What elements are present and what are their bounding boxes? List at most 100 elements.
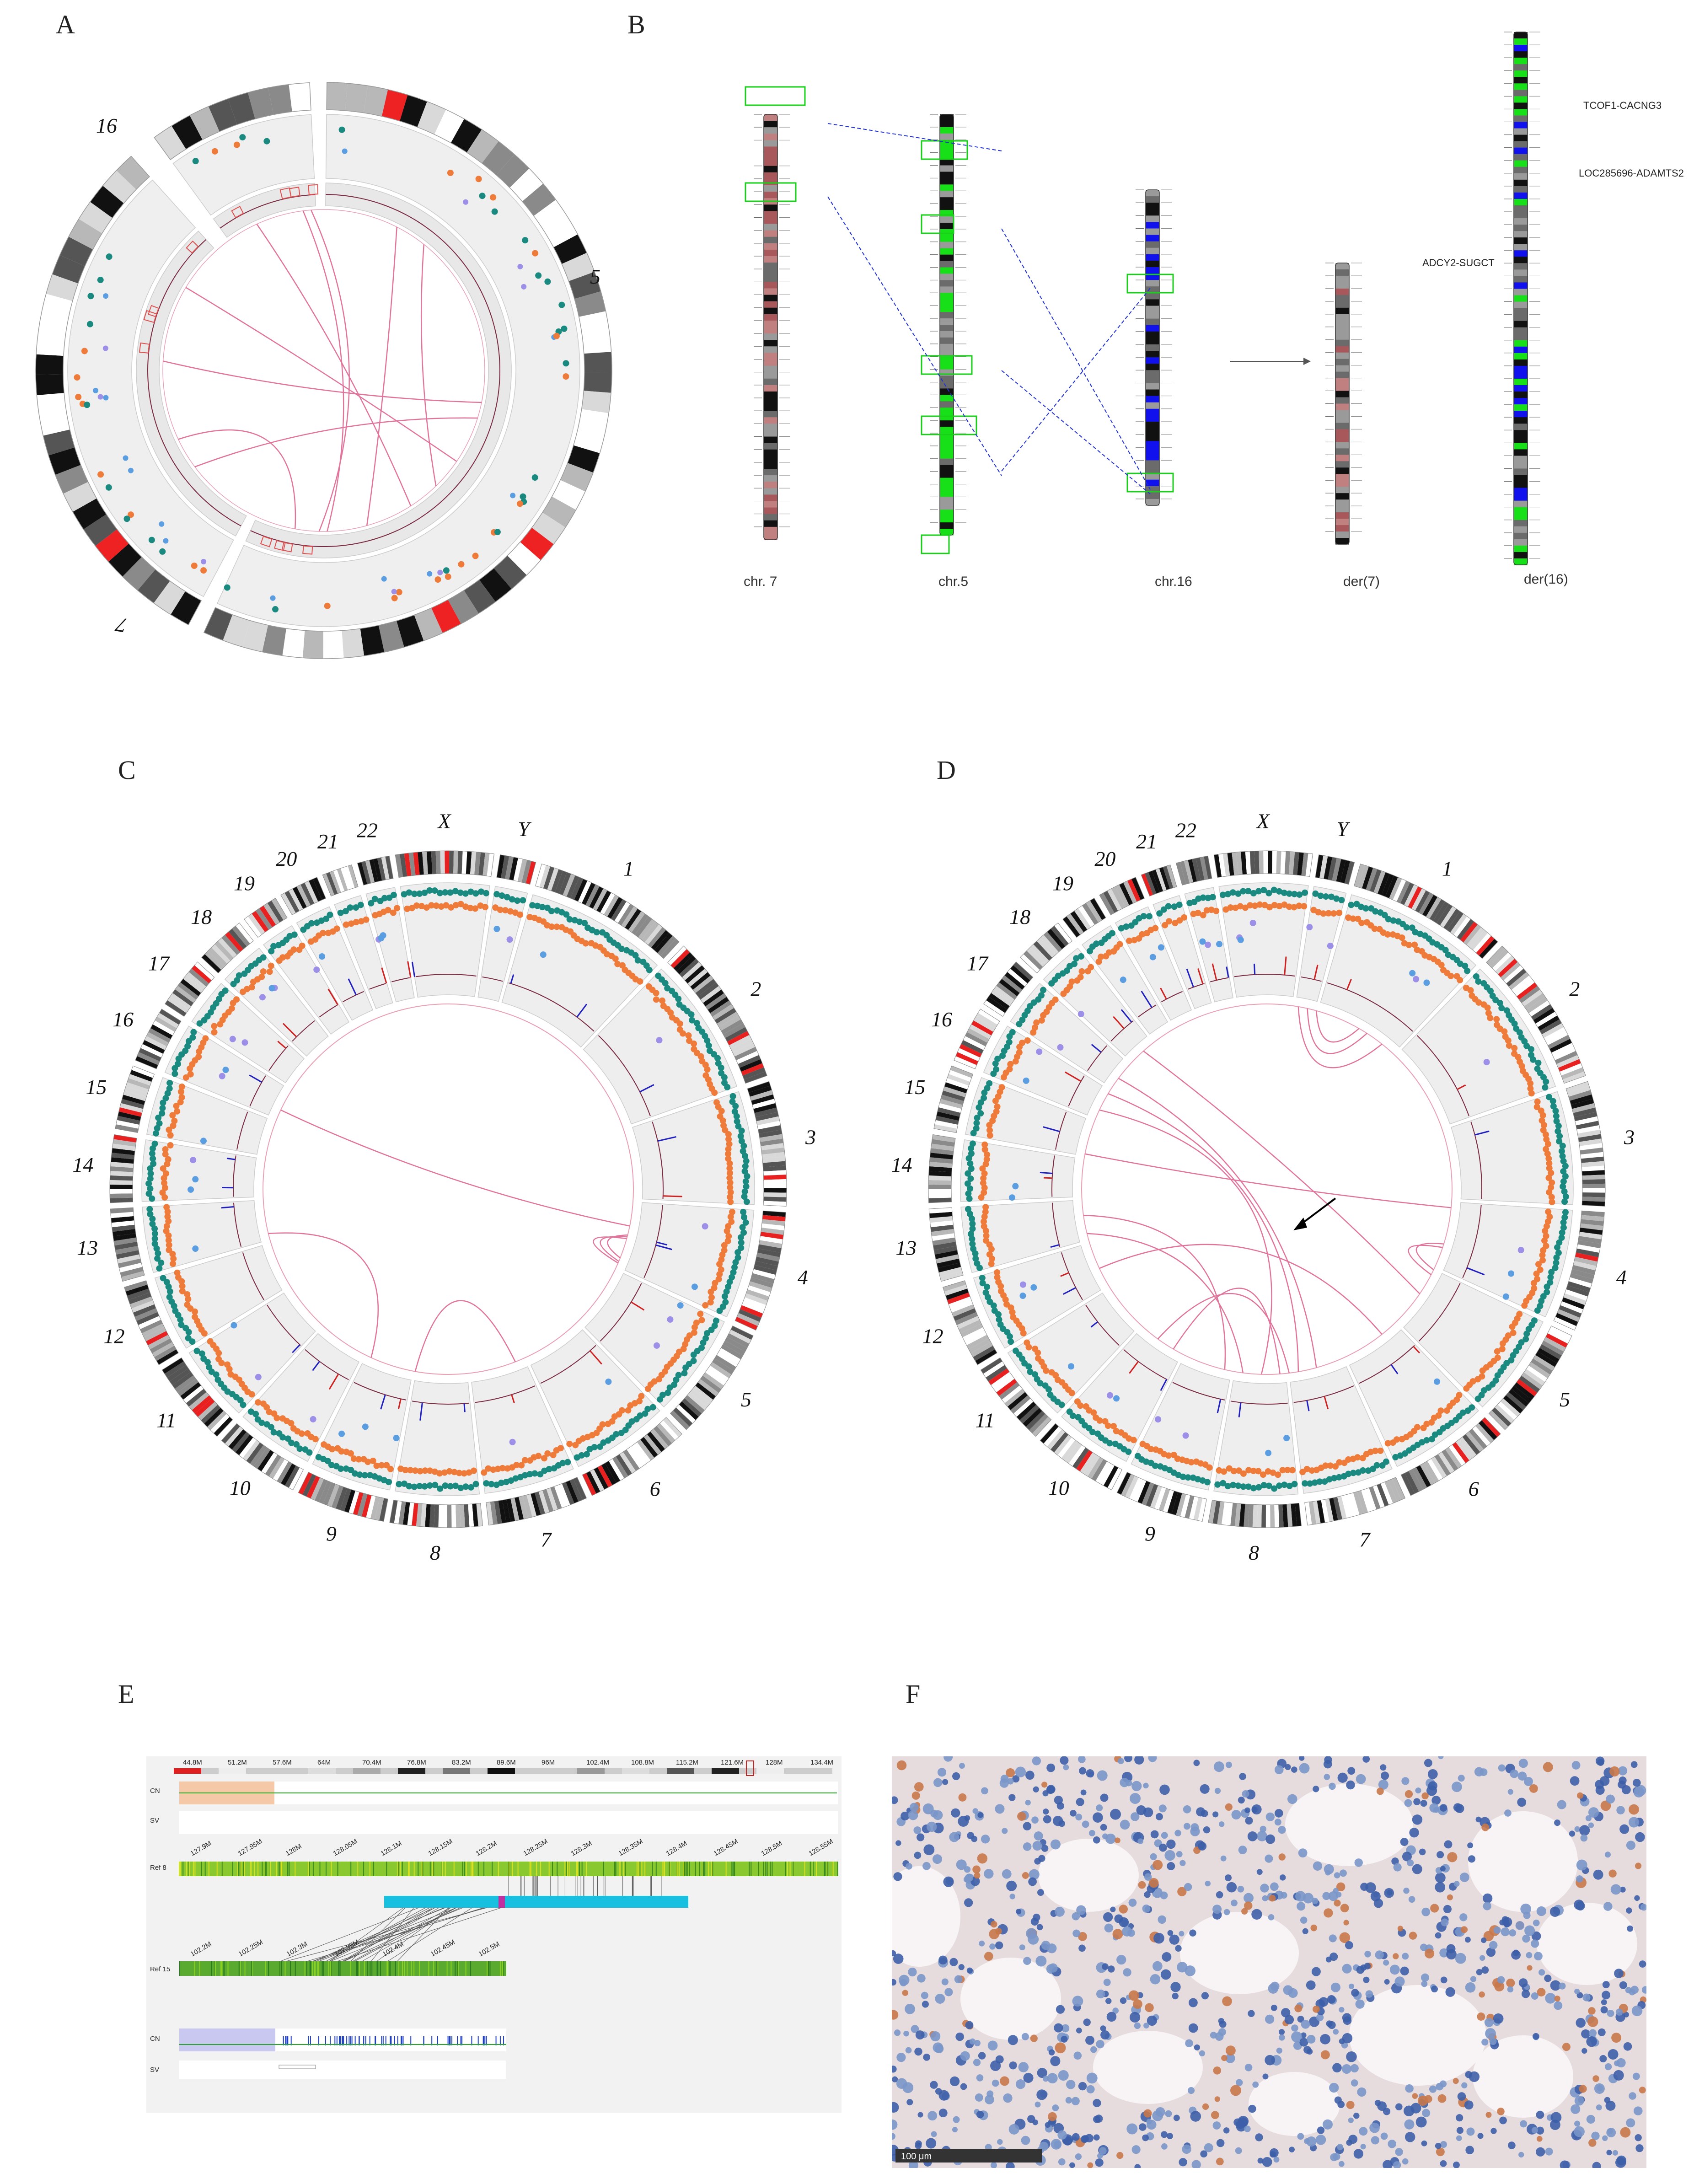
snv-dot-orange (1359, 1454, 1366, 1461)
snv-dot-orange (466, 1469, 472, 1476)
ideogram-band (522, 1495, 532, 1519)
cell-nucleus (1403, 2105, 1415, 2117)
snv-dot-teal (172, 1070, 178, 1077)
snv-dot-orange (227, 1371, 234, 1378)
ideogram-band (373, 858, 382, 882)
cell-nucleus (1518, 1759, 1528, 1768)
highlight-box (745, 86, 806, 106)
ideogram-band (1511, 975, 1532, 993)
ideogram-band (553, 234, 587, 264)
ideogram-band (127, 1078, 150, 1089)
snv-dot-orange (1296, 902, 1303, 909)
cytoband (712, 1768, 739, 1774)
snv-dot-orange (1542, 1131, 1549, 1138)
cell-nucleus (1536, 2110, 1544, 2119)
cell-nucleus (1413, 1798, 1421, 1805)
snv-dot-teal (1134, 1453, 1141, 1460)
ideogram-outline (1565, 1081, 1606, 1207)
ideogram-band (252, 911, 269, 933)
ideogram-band (510, 1497, 520, 1521)
chromosome-band (940, 408, 954, 414)
cell-nucleus (1595, 1780, 1604, 1789)
snv-dot-teal (432, 1481, 439, 1488)
snv-dot (148, 537, 155, 543)
cn-spike (511, 1394, 515, 1403)
snv-dot-teal (1276, 1482, 1283, 1489)
indel-dot (200, 1138, 207, 1144)
cell-nucleus (903, 2030, 909, 2037)
ideogram-band (566, 1480, 579, 1503)
ideogram-band (759, 1134, 783, 1142)
cell-nucleus (1401, 1777, 1410, 1785)
ideogram-band (761, 1223, 785, 1231)
ideogram-band (228, 92, 255, 125)
snv-dot-teal (1013, 1347, 1019, 1354)
snv-dot-teal (1372, 908, 1379, 915)
ideogram-band (1304, 1502, 1312, 1525)
snv-dot-teal (1291, 891, 1298, 897)
cell-nucleus (984, 1869, 994, 1879)
chromosome-band (940, 318, 954, 325)
cell-nucleus (985, 2094, 994, 2104)
ideogram-band (366, 1495, 376, 1519)
ideogram-band (1445, 1447, 1462, 1469)
snv-dot (192, 158, 199, 165)
snv-dot-orange (353, 919, 359, 926)
ideogram-band (121, 1099, 145, 1109)
highlight-box (745, 182, 797, 202)
cell-nucleus (1375, 1950, 1384, 1959)
ideogram-band (1372, 1485, 1385, 1508)
snv-dot-teal (493, 891, 500, 898)
snv-dot-teal (657, 1396, 664, 1403)
chr-label-7: 7 (113, 612, 129, 638)
ideogram-band (928, 1170, 952, 1176)
ideogram-band (959, 1320, 981, 1333)
cell-nucleus (1148, 1878, 1159, 1888)
ideogram-band (574, 291, 606, 317)
ideogram-chr7 (763, 114, 778, 540)
snv-dot-teal (581, 920, 588, 927)
cell-nucleus (1063, 1764, 1069, 1771)
snv-dot-orange (1539, 1257, 1546, 1264)
snv-dot-teal (1190, 1474, 1196, 1481)
cell-nucleus (1097, 1770, 1108, 1781)
ideogram-band (239, 1437, 257, 1458)
cell-nucleus (1000, 2076, 1009, 2086)
cell-nucleus (1435, 1882, 1446, 1893)
cell-nucleus (1489, 2038, 1497, 2045)
cell-nucleus (1497, 2108, 1505, 2115)
cell-nucleus (1096, 1804, 1103, 1812)
sv-link (302, 210, 344, 532)
cn-segment-box (289, 187, 300, 198)
ideogram-band (1301, 853, 1308, 876)
cn-segment-box (274, 540, 286, 551)
snv-dot-teal (704, 1330, 711, 1336)
cn-spike (1466, 1267, 1485, 1276)
chr-label: 10 (230, 1476, 251, 1499)
ideogram-band (1340, 860, 1351, 884)
snv-dot-orange (981, 1141, 988, 1148)
ideogram-band (700, 986, 722, 1003)
ideogram-band (448, 590, 479, 624)
cell-nucleus (1169, 1934, 1179, 1945)
chromosome-band (1335, 429, 1349, 436)
ideogram-band (712, 1358, 734, 1375)
cell-nucleus (984, 1952, 993, 1961)
snv-dot-teal (969, 1240, 976, 1247)
snv-dot-orange (1509, 1323, 1516, 1330)
cell-nucleus (1427, 1769, 1438, 1779)
cell-nucleus (1291, 2024, 1298, 2032)
link-circle (162, 209, 485, 532)
cell-nucleus (990, 2060, 1001, 2071)
snv-dot-orange (160, 1165, 166, 1172)
indel-dot (1265, 1449, 1272, 1456)
ideogram-band (761, 1152, 785, 1159)
ideogram-band (1526, 1365, 1548, 1382)
cn-spike (411, 961, 416, 977)
ideogram-band (118, 1107, 142, 1117)
snv-dot-orange (1035, 1355, 1042, 1362)
cell-nucleus (1324, 1774, 1330, 1780)
ideogram-band (934, 1250, 958, 1259)
ideogram-band (1380, 1482, 1393, 1505)
snv-dot-teal (984, 1085, 991, 1092)
